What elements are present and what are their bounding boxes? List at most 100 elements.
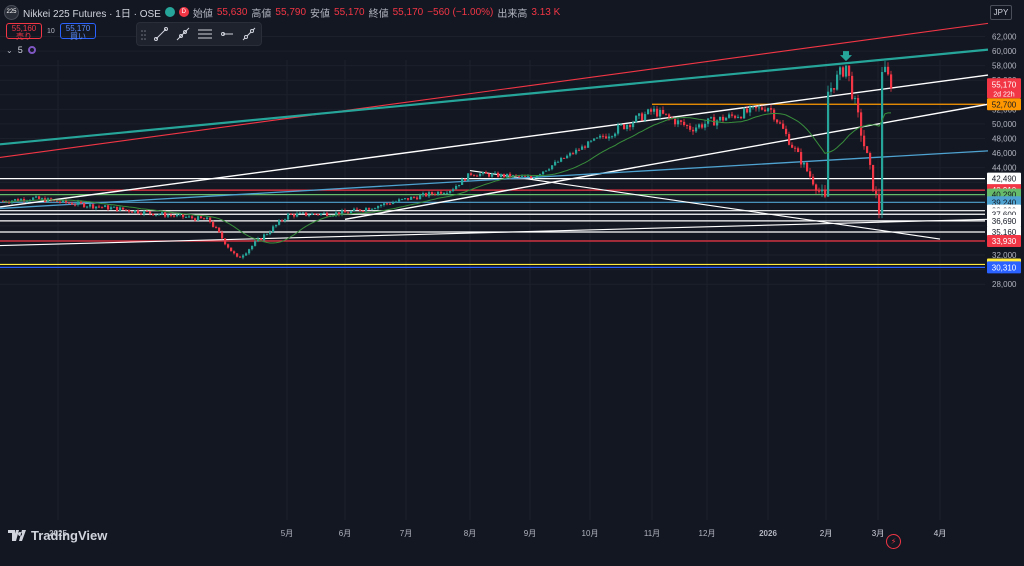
chevron-down-icon[interactable]: ⌄ bbox=[6, 45, 13, 55]
candle-body bbox=[290, 213, 293, 215]
candle-body bbox=[857, 98, 860, 113]
candle-body bbox=[50, 198, 53, 201]
candle-body bbox=[635, 115, 638, 123]
flash-icon[interactable]: ⚡ bbox=[886, 534, 901, 549]
candle-body bbox=[152, 213, 155, 216]
candle-body bbox=[722, 116, 725, 121]
candle-body bbox=[320, 213, 323, 215]
sell-button[interactable]: 55,160 売り bbox=[6, 23, 42, 41]
symbol-header: 225 Nikkei 225 Futures · 1日 · OSE D 始値 5… bbox=[4, 4, 560, 20]
candle-body bbox=[410, 196, 413, 200]
candle-body bbox=[767, 108, 770, 112]
candle-body bbox=[113, 206, 116, 208]
candle-body bbox=[344, 210, 347, 213]
candle-body bbox=[86, 206, 89, 208]
candle-body bbox=[629, 124, 632, 128]
candle-body bbox=[434, 194, 437, 196]
candle-series bbox=[2, 60, 893, 260]
trend-line-icon[interactable] bbox=[153, 26, 169, 42]
buy-price: 55,170 bbox=[65, 24, 91, 33]
y-tick-label: 58,000 bbox=[992, 62, 1017, 71]
market-open-icon[interactable] bbox=[164, 7, 175, 17]
candle-body bbox=[800, 152, 803, 165]
drag-handle-icon[interactable] bbox=[141, 30, 147, 40]
x-tick-label: 2月 bbox=[820, 529, 832, 538]
x-tick-label: 4月 bbox=[934, 529, 946, 538]
candle-body bbox=[710, 117, 713, 119]
candle-body bbox=[791, 144, 794, 148]
candle-body bbox=[254, 241, 257, 246]
candle-body bbox=[527, 176, 530, 178]
candle-body bbox=[395, 201, 398, 203]
candle-body bbox=[263, 234, 266, 241]
candle-body bbox=[173, 215, 176, 217]
currency-selector[interactable]: JPY bbox=[990, 5, 1012, 20]
y-tick-label: 50,000 bbox=[992, 120, 1017, 129]
candle-body bbox=[131, 211, 134, 213]
low-label: 安値 bbox=[310, 8, 331, 20]
x-tick-label: 2026 bbox=[759, 529, 777, 538]
delay-badge[interactable]: D bbox=[178, 7, 189, 17]
parallel-channel-icon[interactable] bbox=[197, 26, 213, 42]
candle-body bbox=[557, 161, 560, 163]
candle-body bbox=[74, 204, 77, 206]
candle-body bbox=[281, 220, 284, 222]
candle-body bbox=[614, 133, 617, 137]
candle-body bbox=[284, 219, 287, 221]
candle-body bbox=[500, 174, 503, 178]
candle-body bbox=[698, 124, 701, 128]
candle-body bbox=[464, 178, 467, 181]
candle-body bbox=[662, 109, 665, 114]
candle-body bbox=[230, 247, 233, 252]
tradingview-name: TradingView bbox=[31, 528, 108, 543]
candle-body bbox=[368, 208, 371, 210]
candle-body bbox=[386, 203, 389, 205]
candle-body bbox=[581, 146, 584, 150]
candle-body bbox=[878, 193, 881, 214]
x-tick-label: 2025 bbox=[49, 529, 67, 538]
candle-body bbox=[38, 196, 41, 199]
candle-body bbox=[611, 136, 614, 138]
horizontal-ray-icon[interactable] bbox=[219, 26, 235, 42]
candle-body bbox=[848, 65, 851, 76]
symbol-logo-icon[interactable]: 225 bbox=[4, 4, 19, 20]
indicator-count[interactable]: 5 bbox=[17, 45, 23, 55]
candle-body bbox=[14, 199, 17, 201]
candle-body bbox=[563, 157, 566, 159]
candle-body bbox=[221, 232, 224, 239]
candle-body bbox=[584, 146, 587, 148]
candle-body bbox=[95, 206, 98, 209]
candle-body bbox=[740, 116, 743, 119]
symbol-title[interactable]: Nikkei 225 Futures · 1日 · OSE bbox=[23, 8, 161, 20]
candle-body bbox=[509, 173, 512, 178]
candle-body bbox=[176, 214, 179, 217]
candle-body bbox=[806, 162, 809, 172]
candle-body bbox=[524, 175, 527, 177]
candle-body bbox=[749, 106, 752, 113]
candle-body bbox=[80, 201, 83, 204]
extended-line-icon[interactable] bbox=[241, 26, 257, 42]
ray-icon[interactable] bbox=[175, 26, 191, 42]
trend-line bbox=[0, 48, 989, 146]
sell-price: 55,160 bbox=[11, 24, 37, 33]
volume-value: 3.13 K bbox=[531, 6, 561, 18]
candle-body bbox=[20, 198, 23, 201]
candle-body bbox=[440, 191, 443, 194]
level-price-tag-text: 40,290 bbox=[992, 191, 1017, 200]
candle-body bbox=[362, 210, 365, 212]
buy-button[interactable]: 55,170 買い bbox=[60, 23, 96, 41]
candle-body bbox=[101, 206, 104, 208]
candle-body bbox=[125, 209, 128, 211]
candle-body bbox=[731, 114, 734, 116]
x-tick-label: 8月 bbox=[464, 529, 476, 538]
level-price-tag-text: 30,310 bbox=[992, 263, 1017, 272]
candle-body bbox=[725, 117, 728, 121]
candle-body bbox=[755, 106, 758, 109]
candle-body bbox=[665, 113, 668, 115]
candle-body bbox=[425, 193, 428, 197]
tradingview-logo[interactable]: TradingView bbox=[8, 528, 107, 543]
candle-body bbox=[56, 200, 59, 202]
candle-body bbox=[206, 217, 209, 220]
